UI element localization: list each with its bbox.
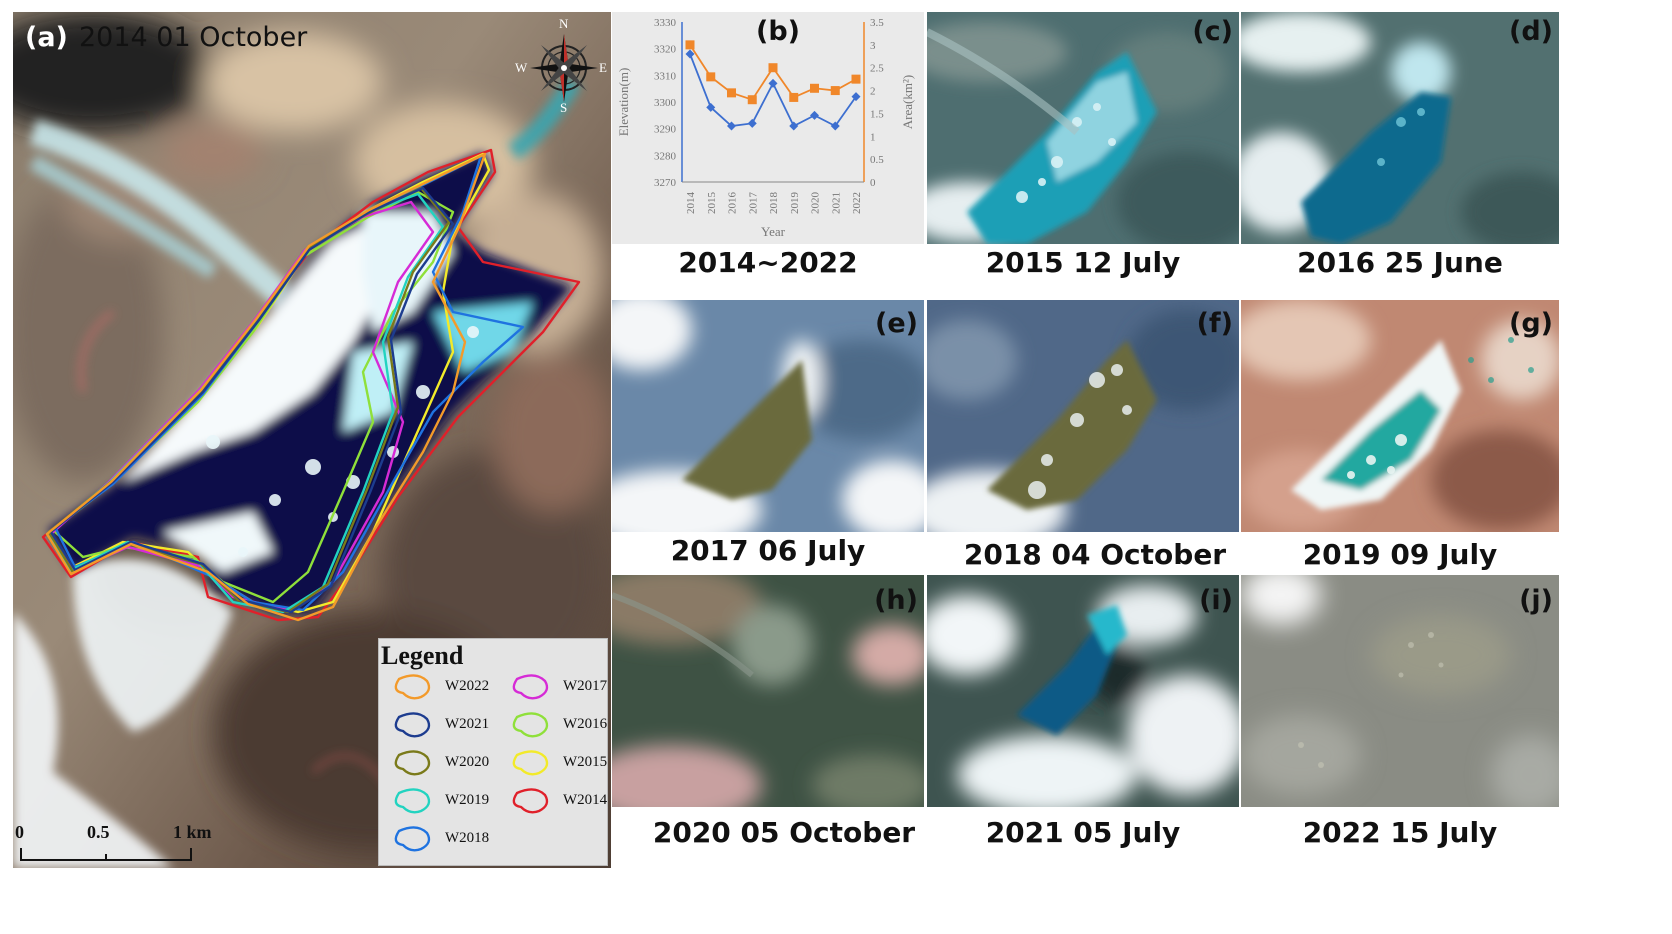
panel-h-image: (h): [612, 575, 924, 807]
x-tick-label: 2014: [685, 192, 697, 215]
panel-c-label: (c): [1192, 16, 1233, 47]
panel-i-image: (i): [927, 575, 1239, 807]
x-tick-label: 2017: [747, 192, 759, 215]
panel-f-image: (f): [927, 300, 1239, 532]
series-point-left: [789, 122, 798, 131]
panel-i-caption: 2021 05 July: [927, 816, 1239, 849]
series-point-right: [748, 95, 757, 104]
scale-tick-05: 0.5: [87, 822, 110, 843]
compass-s: S: [560, 100, 567, 116]
y-axis-right-label: Area(km²): [900, 75, 915, 129]
y-right-tick-label: 2: [870, 86, 876, 98]
panel-c-caption: 2015 12 July: [927, 246, 1239, 279]
y-left-tick-label: 3310: [654, 70, 677, 82]
panel-e-label: (e): [875, 308, 918, 339]
panel-d-label: (d): [1509, 16, 1553, 47]
series-point-right: [810, 84, 819, 93]
panel-j-image: (j): [1241, 575, 1559, 807]
panel-g-caption: 2019 09 July: [1241, 538, 1559, 571]
panel-d-image: (d): [1241, 12, 1559, 244]
series-point-right: [831, 86, 840, 95]
panel-j-label: (j): [1519, 585, 1553, 616]
panel-g-image: (g): [1241, 300, 1559, 532]
y-left-tick-label: 3330: [654, 17, 677, 29]
scale-bar: 0 0.5 1 km: [13, 820, 233, 868]
series-point-left: [810, 111, 819, 120]
y-left-tick-label: 3290: [654, 124, 677, 136]
x-axis-label: Year: [761, 224, 786, 239]
x-tick-label: 2021: [830, 192, 842, 214]
compass-rose-icon: N S W E: [521, 20, 607, 112]
legend-label-w2014: W2014: [563, 792, 607, 809]
y-right-tick-label: 0: [870, 177, 876, 189]
series-point-right: [706, 72, 715, 81]
x-tick-label: 2019: [789, 192, 801, 215]
legend-swatch-w2014: [514, 789, 547, 812]
series-point-right: [852, 75, 861, 84]
x-tick-label: 2022: [851, 192, 863, 214]
panel-i-label: (i): [1199, 585, 1233, 616]
series-point-right: [769, 63, 778, 72]
panel-h-caption: 2020 05 October: [612, 816, 956, 849]
x-tick-label: 2018: [768, 192, 780, 215]
x-tick-label: 2016: [727, 192, 739, 215]
y-right-tick-label: 3.5: [870, 17, 884, 29]
scale-tick-1km: 1 km: [173, 822, 212, 843]
panel-h-label: (h): [874, 585, 918, 616]
legend-label-w2015: W2015: [563, 754, 607, 771]
panel-j-caption: 2022 15 July: [1241, 816, 1559, 849]
legend-label-w2020: W2020: [445, 754, 489, 771]
y-left-tick-label: 3300: [654, 97, 677, 109]
y-right-tick-label: 1: [870, 131, 876, 143]
panel-f-caption: 2018 04 October: [927, 538, 1263, 571]
x-tick-label: 2020: [810, 192, 822, 215]
legend-swatch-w2019: [396, 789, 429, 812]
legend-swatch-w2022: [396, 675, 429, 698]
legend-label-w2017: W2017: [563, 678, 607, 695]
panel-e-image: (e): [612, 300, 924, 532]
legend-swatch-w2021: [396, 713, 429, 736]
scale-tick-0: 0: [15, 822, 24, 843]
series-point-right: [727, 88, 736, 97]
legend-label-w2019: W2019: [445, 792, 489, 809]
panel-e-caption: 2017 06 July: [612, 534, 924, 567]
legend-swatches: [379, 639, 607, 865]
panel-d-caption: 2016 25 June: [1241, 246, 1559, 279]
panel-c-image: (c): [927, 12, 1239, 244]
legend-swatch-w2017: [514, 675, 547, 698]
series-point-right: [686, 40, 695, 49]
y-left-tick-label: 3270: [654, 177, 677, 189]
panel-f-label: (f): [1197, 308, 1233, 339]
y-left-tick-label: 3280: [654, 150, 677, 162]
compass-n: N: [559, 16, 568, 32]
legend-swatch-w2015: [514, 751, 547, 774]
panel-b-caption: 2014~2022: [612, 246, 924, 279]
panel-b-chart: 3270 3280 3290 3300 3310 3320 3330 0 0.5 1 1.5 2 2.5…: [612, 12, 924, 244]
legend-label-w2021: W2021: [445, 716, 489, 733]
legend-swatch-w2020: [396, 751, 429, 774]
y-left-tick-label: 3320: [654, 44, 677, 56]
panel-a-date: 2014 01 October: [79, 22, 307, 53]
legend-label-w2018: W2018: [445, 830, 489, 847]
legend: Legend W2022 W2021 W2020 W2019 W2018 W2017 W20…: [378, 638, 608, 866]
series-point-left: [748, 119, 757, 128]
y-right-tick-label: 3: [870, 40, 876, 52]
legend-swatch-w2018: [396, 827, 429, 850]
y-right-tick-label: 2.5: [870, 63, 884, 75]
compass-e: E: [599, 60, 607, 76]
y-right-tick-label: 0.5: [870, 154, 884, 166]
panel-a-label: (a): [25, 22, 68, 53]
y-axis-left-label: Elevation(m): [616, 68, 631, 137]
panel-g-label: (g): [1509, 308, 1553, 339]
panel-b-label: (b): [756, 16, 800, 47]
series-point-right: [789, 93, 798, 102]
series-point-left: [769, 79, 778, 88]
legend-label-w2016: W2016: [563, 716, 607, 733]
y-right-tick-label: 1.5: [870, 108, 884, 120]
legend-label-w2022: W2022: [445, 678, 489, 695]
x-tick-label: 2015: [706, 192, 718, 215]
legend-swatch-w2016: [514, 713, 547, 736]
compass-w: W: [515, 60, 527, 76]
